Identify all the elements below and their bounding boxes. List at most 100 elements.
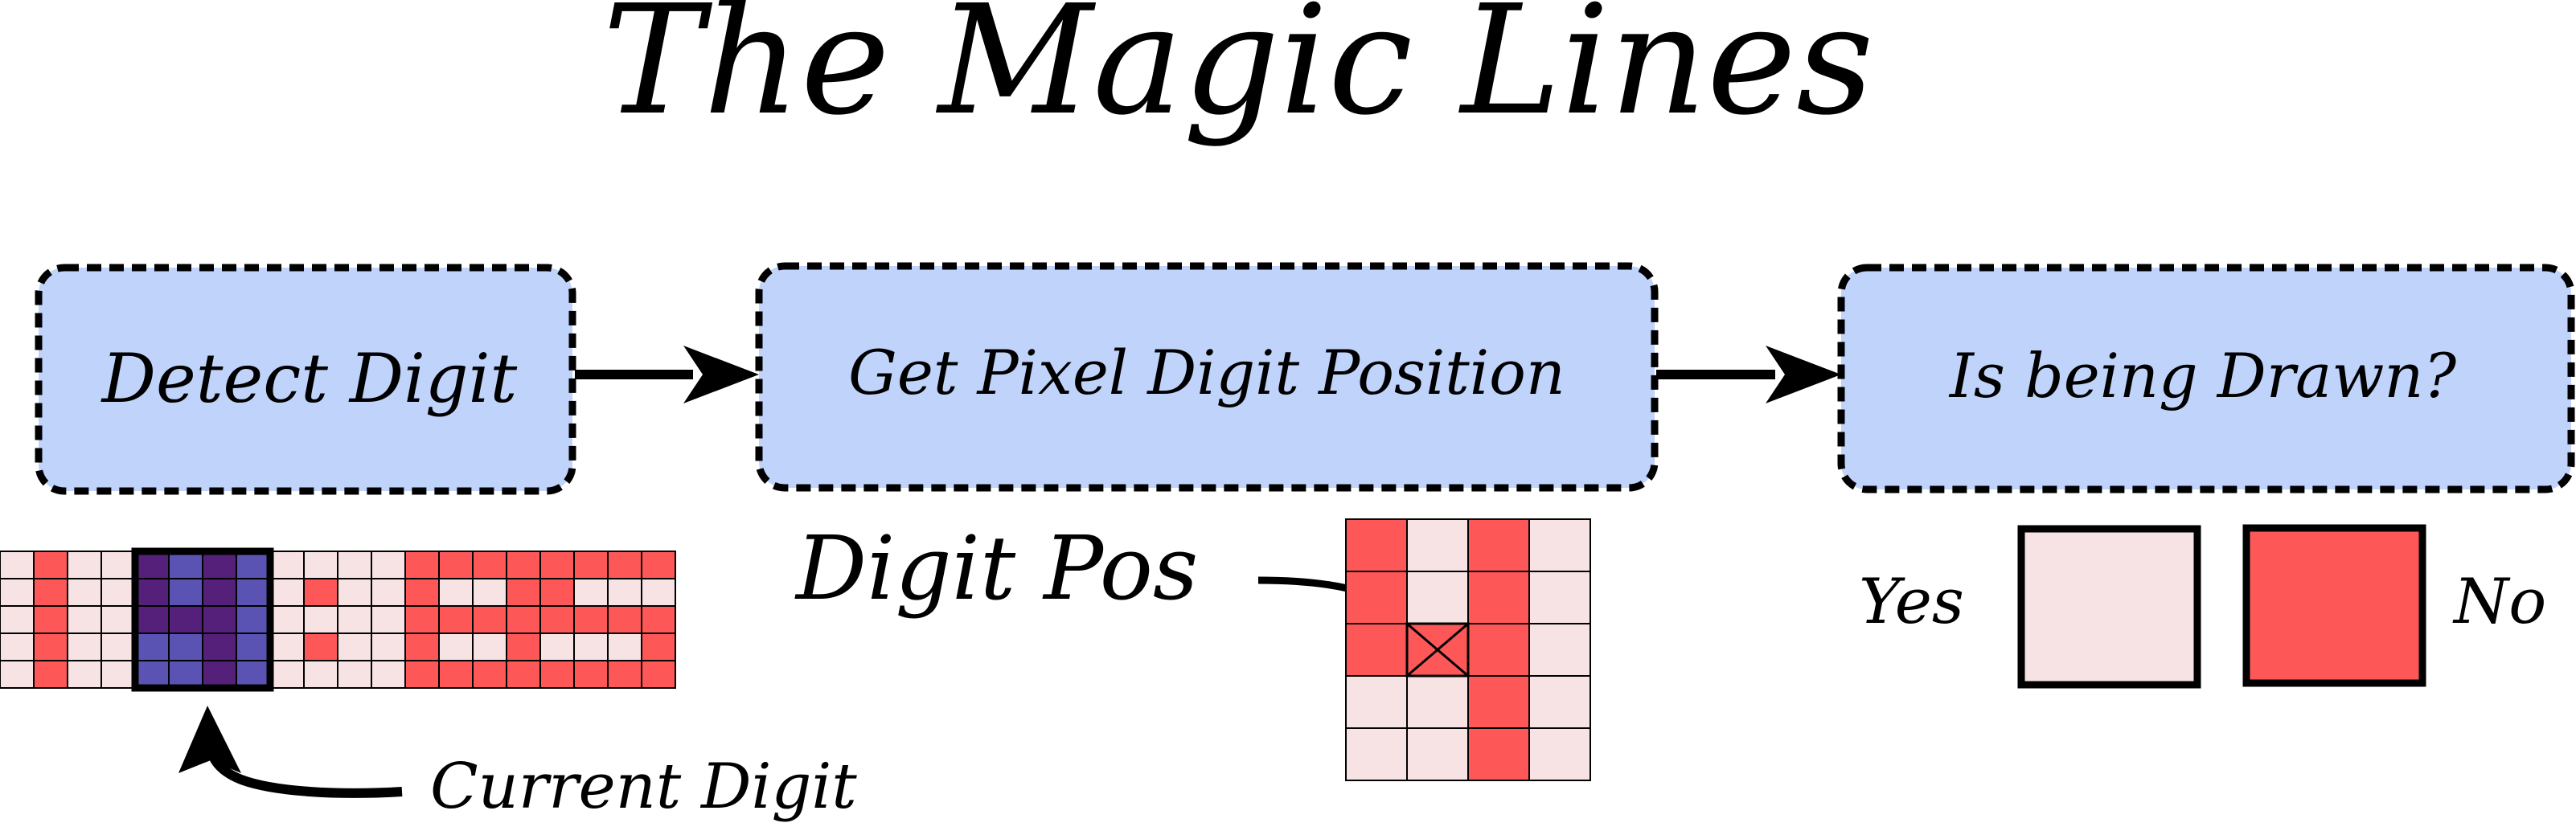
pixel-cell [67,633,102,661]
pixel-cell [438,660,474,689]
step-label: Get Pixel Digit Position [848,337,1565,408]
pixel-cell [236,578,271,607]
pixel-cell [371,660,406,689]
flow-arrow-2-head [1766,346,1841,403]
pixel-cell [67,578,102,607]
pixel-cell [573,551,609,579]
pixel-cell [0,578,35,607]
pixel-cell [641,633,676,661]
step-get-pixel-digit-position: Get Pixel Digit Position [755,262,1659,492]
pixel-cell [337,551,372,579]
digit-pixel-cell [1406,571,1469,624]
flow-arrow-1-head [683,346,759,403]
digit-pixel-cell [1345,571,1408,624]
digit-pixel-cell [1467,675,1530,729]
pixel-cell [539,578,575,607]
pixel-cell [337,605,372,634]
step-label: Detect Digit [100,339,518,418]
pixel-cell [33,578,68,607]
pixel-cell [607,605,642,634]
pixel-cell [303,633,338,661]
pixel-strip [0,547,676,692]
marked-pixel-cross [1406,622,1469,678]
digit-pixel-cell [1406,675,1469,729]
pixel-cell [506,578,541,607]
pixel-cell [100,551,136,579]
pixel-cell [33,660,68,689]
pixel-cell [269,660,305,689]
pixel-cell [67,605,102,634]
pixel-cell [67,551,102,579]
pixel-cell [573,633,609,661]
pixel-cell [236,633,271,661]
pixel-cell [202,578,237,607]
pixel-cell [404,633,440,661]
yes-swatch [2017,525,2201,689]
pixel-cell [404,660,440,689]
pixel-cell [607,633,642,661]
pixel-cell [303,605,338,634]
pixel-cell [100,660,136,689]
pixel-cell [506,660,541,689]
digit-pos-label: Digit Pos [794,517,1198,620]
no-swatch [2242,524,2426,687]
pixel-cell [641,551,676,579]
pixel-cell [134,660,170,689]
digit-pixel-cell [1528,571,1591,624]
pixel-cell [641,660,676,689]
digit-pixel-cell [1467,518,1530,572]
pixel-cell [539,605,575,634]
digit-pixel-cell [1528,623,1591,677]
digit-pixel-cell [1406,727,1469,781]
pixel-cell [337,660,372,689]
digit-pixel-cell [1528,518,1591,572]
pixel-cell [134,605,170,634]
pixel-cell [303,551,338,579]
pixel-cell [33,551,68,579]
pixel-cell [337,633,372,661]
pixel-cell [573,660,609,689]
current-digit-arrow-head [178,706,241,773]
pixel-cell [438,605,474,634]
pixel-cell [472,551,507,579]
pixel-cell [303,660,338,689]
pixel-cell [134,551,170,579]
pixel-cell [202,660,237,689]
digit-pixel-cell [1467,623,1530,677]
pixel-cell [168,578,203,607]
marked-pixel [1405,622,1470,678]
pixel-cell [236,660,271,689]
pixel-cell [202,551,237,579]
digit-pixel-cell [1528,675,1591,729]
pixel-cell [269,605,305,634]
pixel-cell [573,605,609,634]
step-label: Is being Drawn? [1948,340,2457,411]
pixel-cell [33,605,68,634]
digit-pixel-cell [1467,727,1530,781]
current-digit-arrow [205,739,403,798]
pixel-cell [0,551,35,579]
pixel-cell [438,551,474,579]
step-box [35,264,576,495]
pixel-cell [100,605,136,634]
pixel-cell [236,605,271,634]
pixel-cell [0,633,35,661]
pixel-cell [0,660,35,689]
pixel-cell [337,578,372,607]
digit-pixel-cell [1345,727,1408,781]
pixel-cell [607,578,642,607]
pixel-cell [269,578,305,607]
pixel-cell [168,660,203,689]
pixel-cell [573,578,609,607]
step-box [1837,264,2575,493]
pixel-cell [506,551,541,579]
pixel-cell [202,605,237,634]
digit-pixel-cell [1345,518,1408,572]
current-digit-highlight [131,547,274,692]
pixel-cell [472,578,507,607]
pixel-cell [236,551,271,579]
pixel-cell [371,551,406,579]
pixel-cell [134,633,170,661]
pixel-cell [539,551,575,579]
